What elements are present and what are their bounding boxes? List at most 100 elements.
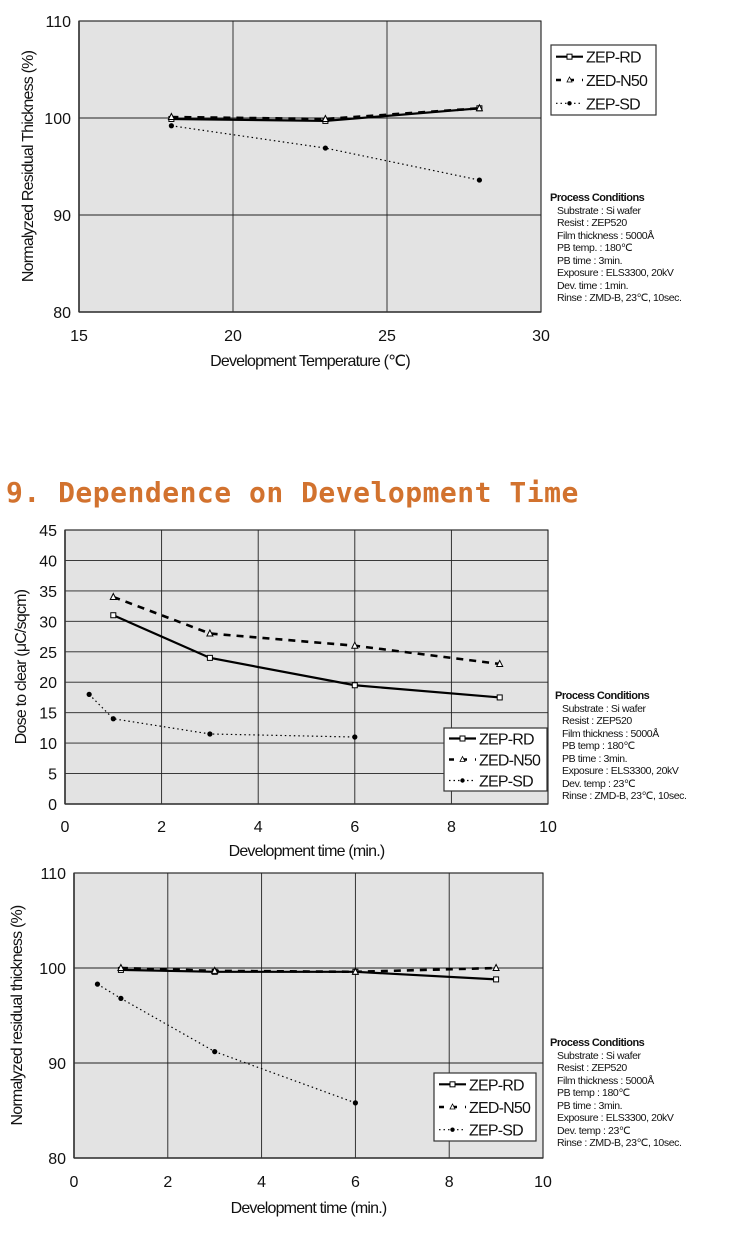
x-tick-label: 20 — [224, 328, 242, 345]
data-point — [352, 734, 358, 740]
condition-pb-temp: PB temp : 180℃ — [557, 1087, 630, 1099]
x-tick-label: 4 — [254, 819, 263, 836]
legend: ZEP-RD ZED-N50 ZEP-SD — [443, 727, 548, 792]
legend: ZEP-RD ZED-N50 ZEP-SD — [550, 44, 657, 116]
condition-exposure: Exposure : ELS3300, 20kV — [557, 1112, 674, 1124]
condition-rinse: Rinse : ZMD-B, 23℃, 10sec. — [562, 790, 687, 802]
x-tick-label: 15 — [70, 328, 88, 345]
data-point — [206, 628, 214, 637]
condition-dev-time: Dev. time : 1min. — [557, 279, 629, 292]
condition-dev-temp: Dev. temp : 23℃ — [557, 1124, 631, 1137]
legend-label: ZEP-RD — [479, 732, 534, 749]
data-point — [352, 1100, 358, 1106]
condition-rinse: Rinse : ZMD-B, 23℃, 10sec. — [557, 292, 682, 304]
legend-label: ZED-N50 — [469, 1100, 531, 1117]
condition-pb-temp: PB temp. : 180℃ — [557, 242, 633, 254]
process-conditions-title: Process Conditions — [550, 192, 645, 204]
x-axis-label: Development time (min.) — [229, 843, 385, 860]
x-tick-label: 2 — [157, 819, 166, 836]
plot-area — [78, 20, 542, 313]
data-point — [476, 177, 482, 183]
series-zed-n50 — [167, 103, 484, 122]
series-line — [120, 966, 497, 974]
data-point — [212, 1049, 218, 1055]
legend: ZEP-RD ZED-N50 ZEP-SD — [433, 1072, 537, 1142]
process-conditions-title: Process Conditions — [555, 690, 650, 702]
legend-label: ZEP-RD — [469, 1077, 524, 1094]
series-zep-sd — [86, 691, 358, 740]
data-point — [168, 123, 174, 129]
x-tick-label: 2 — [163, 1174, 172, 1191]
data-point — [350, 641, 359, 649]
process-conditions-title: Process Conditions — [550, 1037, 645, 1049]
y-tick-label: 35 — [39, 584, 57, 601]
chart-2: 0 5 10 15 20 25 30 35 40 45 0 2 4 6 8 10 Development tim… — [13, 523, 557, 860]
y-tick-label: 25 — [39, 645, 57, 662]
legend-label: ZED-N50 — [479, 753, 541, 770]
legend-marker-triangle-icon — [449, 1103, 456, 1110]
y-tick-label: 30 — [39, 614, 57, 631]
data-point — [86, 691, 92, 698]
condition-resist: Resist : ZEP520 — [557, 1062, 627, 1074]
data-point — [496, 694, 503, 701]
legend-marker-dot-icon — [567, 101, 572, 106]
series-line — [97, 983, 356, 1104]
process-conditions-3: Process Conditions Substrate : Si wafer … — [550, 1037, 682, 1150]
series-zep-sd — [168, 123, 482, 183]
process-conditions-2: Process Conditions Substrate : Si wafer … — [555, 690, 687, 803]
x-tick-label: 10 — [534, 1174, 552, 1191]
y-tick-label: 5 — [48, 767, 57, 784]
legend-label: ZEP-SD — [469, 1123, 523, 1140]
condition-dev-temp: Dev. temp : 23℃ — [562, 777, 636, 790]
data-point — [109, 592, 118, 600]
chart-1: 80 90 100 110 15 20 25 30 Development Temperatur… — [20, 14, 657, 370]
data-point — [94, 981, 101, 987]
condition-resist: Resist : ZEP520 — [562, 715, 632, 727]
y-tick-label: 40 — [39, 553, 57, 570]
x-tick-label: 6 — [350, 819, 359, 836]
y-tick-label: 80 — [53, 305, 71, 322]
series-line — [112, 595, 500, 666]
data-point — [351, 967, 360, 975]
data-point — [322, 145, 328, 151]
data-point — [167, 112, 176, 121]
y-tick-label: 45 — [39, 523, 57, 540]
legend-marker-square-icon — [449, 1081, 456, 1088]
x-axis-label: Development time (min.) — [231, 1200, 387, 1217]
condition-exposure: Exposure : ELS3300, 20kV — [557, 267, 674, 279]
y-axis-label: Normalyzed Residual Thickness (%) — [20, 50, 37, 282]
series-zep-rd — [110, 612, 503, 701]
x-axis-label: Development Temperature (℃) — [210, 353, 410, 370]
legend-marker-square-icon — [566, 53, 573, 60]
data-point — [495, 659, 504, 667]
condition-pb-time: PB time : 3min. — [557, 1099, 623, 1112]
legend-marker-triangle-icon — [566, 76, 573, 83]
series-zed-n50 — [109, 592, 504, 667]
condition-film-thickness: Film thickness : 5000Å — [562, 727, 659, 740]
legend-label: ZEP-SD — [586, 96, 640, 113]
condition-rinse: Rinse : ZMD-B, 23℃, 10sec. — [557, 1137, 682, 1149]
series-line — [120, 968, 497, 981]
data-point — [117, 963, 125, 971]
data-point — [210, 966, 219, 974]
x-tick-label: 10 — [539, 819, 557, 836]
data-point — [492, 963, 500, 971]
legend-marker-triangle-icon — [459, 755, 466, 762]
condition-pb-time: PB time : 3min. — [557, 254, 623, 267]
section-title: 9. Dependence on Development Time — [6, 476, 579, 509]
x-tick-label: 8 — [445, 1174, 454, 1191]
y-axis-label: Normalyzed residual thickness (%) — [9, 905, 26, 1125]
data-point — [118, 995, 124, 1002]
data-point — [321, 114, 330, 122]
legend-label: ZED-N50 — [586, 73, 648, 90]
y-tick-label: 100 — [39, 961, 66, 978]
legend-marker-square-icon — [459, 735, 466, 742]
y-tick-label: 110 — [40, 866, 66, 883]
legend-label: ZEP-SD — [479, 774, 533, 791]
y-axis-label: Dose to clear (μC/sqcm) — [13, 589, 30, 744]
condition-substrate: Substrate : Si wafer — [557, 1049, 641, 1062]
condition-pb-time: PB time : 3min. — [562, 752, 628, 765]
condition-substrate: Substrate : Si wafer — [557, 204, 641, 217]
y-tick-label: 20 — [39, 675, 57, 692]
